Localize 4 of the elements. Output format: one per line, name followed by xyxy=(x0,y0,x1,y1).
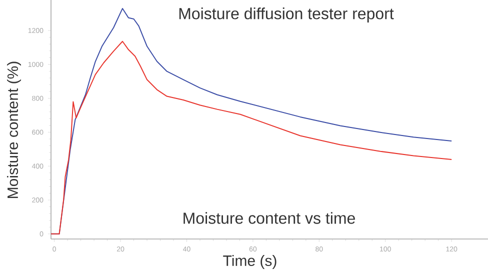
x-axis-title: Time (s) xyxy=(223,255,276,269)
text: Moisture content vs time xyxy=(184,212,355,224)
y-axis-title: Moisture content (%) xyxy=(7,62,21,198)
chart-title: Moisture diffusion tester report xyxy=(179,8,394,22)
